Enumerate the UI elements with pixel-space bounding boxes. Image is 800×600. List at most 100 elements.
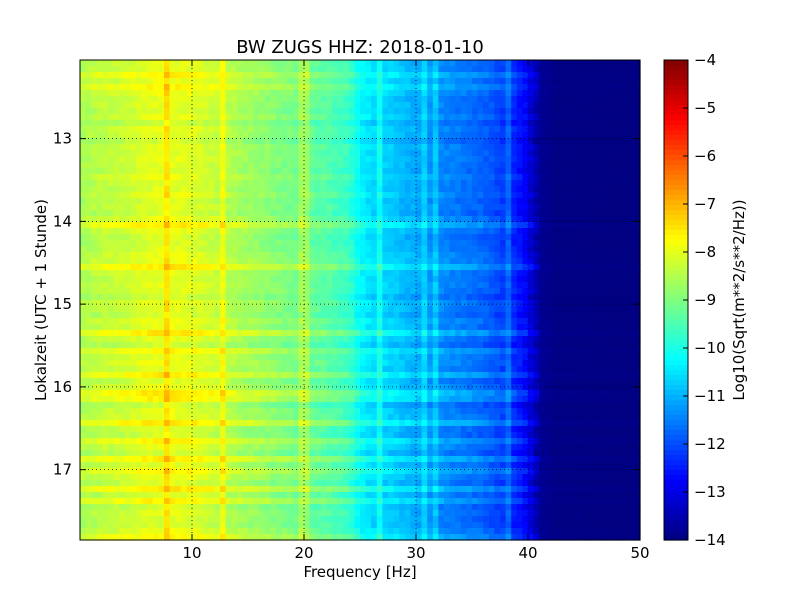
heatmap-cell <box>253 516 260 523</box>
heatmap-cell <box>130 168 137 175</box>
heatmap-cell <box>259 528 266 535</box>
heatmap-cell <box>119 168 126 175</box>
heatmap-cell <box>220 138 227 145</box>
heatmap-cell <box>320 216 327 223</box>
heatmap-cell <box>276 342 283 349</box>
heatmap-cell <box>360 144 367 151</box>
heatmap-cell <box>354 480 361 487</box>
heatmap-cell <box>332 198 339 205</box>
heatmap-cell <box>124 330 131 337</box>
heatmap-cell <box>192 234 199 241</box>
heatmap-cell <box>253 306 260 313</box>
heatmap-cell <box>136 138 143 145</box>
heatmap-cell <box>382 336 389 343</box>
heatmap-cell <box>270 420 277 427</box>
heatmap-cell <box>180 288 187 295</box>
heatmap-cell <box>164 144 171 151</box>
heatmap-cell <box>203 174 210 181</box>
heatmap-cell <box>108 264 115 271</box>
heatmap-cell <box>388 348 395 355</box>
heatmap-cell <box>348 528 355 535</box>
heatmap-cell <box>96 378 103 385</box>
heatmap-cell <box>253 330 260 337</box>
heatmap-cell <box>180 270 187 277</box>
heatmap-cell <box>102 96 109 103</box>
heatmap-cell <box>365 288 372 295</box>
heatmap-cell <box>416 318 423 325</box>
heatmap-cell <box>242 462 249 469</box>
heatmap-cell <box>253 276 260 283</box>
heatmap-cell <box>203 216 210 223</box>
heatmap-cell <box>136 192 143 199</box>
heatmap-cell <box>124 174 131 181</box>
heatmap-cell <box>242 198 249 205</box>
heatmap-cell <box>360 348 367 355</box>
heatmap-cell <box>124 450 131 457</box>
heatmap-cell <box>80 126 87 133</box>
heatmap-cell <box>197 264 204 271</box>
heatmap-cell <box>404 126 411 133</box>
heatmap-cell <box>259 510 266 517</box>
heatmap-cell <box>326 312 333 319</box>
heatmap-cell <box>220 96 227 103</box>
heatmap-cell <box>124 306 131 313</box>
heatmap-cell <box>343 234 350 241</box>
heatmap-cell <box>421 390 428 397</box>
heatmap-cell <box>393 510 400 517</box>
heatmap-cell <box>130 72 137 79</box>
heatmap-cell <box>270 390 277 397</box>
heatmap-cell <box>164 72 171 79</box>
heatmap-cell <box>203 222 210 229</box>
heatmap-cell <box>248 360 255 367</box>
heatmap-cell <box>365 438 372 445</box>
heatmap-cell <box>180 456 187 463</box>
heatmap-cell <box>281 192 288 199</box>
heatmap-cell <box>197 330 204 337</box>
heatmap-cell <box>175 60 182 67</box>
heatmap-cell <box>365 108 372 115</box>
heatmap-cell <box>416 342 423 349</box>
heatmap-cell <box>158 84 165 91</box>
heatmap-cell <box>287 66 294 73</box>
heatmap-cell <box>136 516 143 523</box>
heatmap-cell <box>309 300 316 307</box>
heatmap-cell <box>214 246 221 253</box>
heatmap-cell <box>315 204 322 211</box>
heatmap-cell <box>360 234 367 241</box>
heatmap-cell <box>85 90 92 97</box>
heatmap-cell <box>388 300 395 307</box>
heatmap-cell <box>231 426 238 433</box>
heatmap-cell <box>298 204 305 211</box>
heatmap-cell <box>203 84 210 91</box>
heatmap-cell <box>208 396 215 403</box>
heatmap-cell <box>152 498 159 505</box>
heatmap-cell <box>304 390 311 397</box>
heatmap-cell <box>102 456 109 463</box>
heatmap-cell <box>119 204 126 211</box>
heatmap-cell <box>158 192 165 199</box>
heatmap-cell <box>208 318 215 325</box>
heatmap-cell <box>348 126 355 133</box>
heatmap-cell <box>281 78 288 85</box>
heatmap-cell <box>399 228 406 235</box>
heatmap-cell <box>248 276 255 283</box>
heatmap-cell <box>119 288 126 295</box>
heatmap-cell <box>175 528 182 535</box>
heatmap-cell <box>147 60 154 67</box>
heatmap-cell <box>236 420 243 427</box>
heatmap-cell <box>287 420 294 427</box>
heatmap-cell <box>214 144 221 151</box>
heatmap-cell <box>225 444 232 451</box>
heatmap-cell <box>416 504 423 511</box>
heatmap-cell <box>203 498 210 505</box>
heatmap-cell <box>119 462 126 469</box>
heatmap-cell <box>186 318 193 325</box>
heatmap-cell <box>315 432 322 439</box>
heatmap-cell <box>113 240 120 247</box>
heatmap-cell <box>96 264 103 271</box>
heatmap-cell <box>180 222 187 229</box>
heatmap-cell <box>152 516 159 523</box>
heatmap-cell <box>337 156 344 163</box>
heatmap-cell <box>276 324 283 331</box>
heatmap-cell <box>354 204 361 211</box>
